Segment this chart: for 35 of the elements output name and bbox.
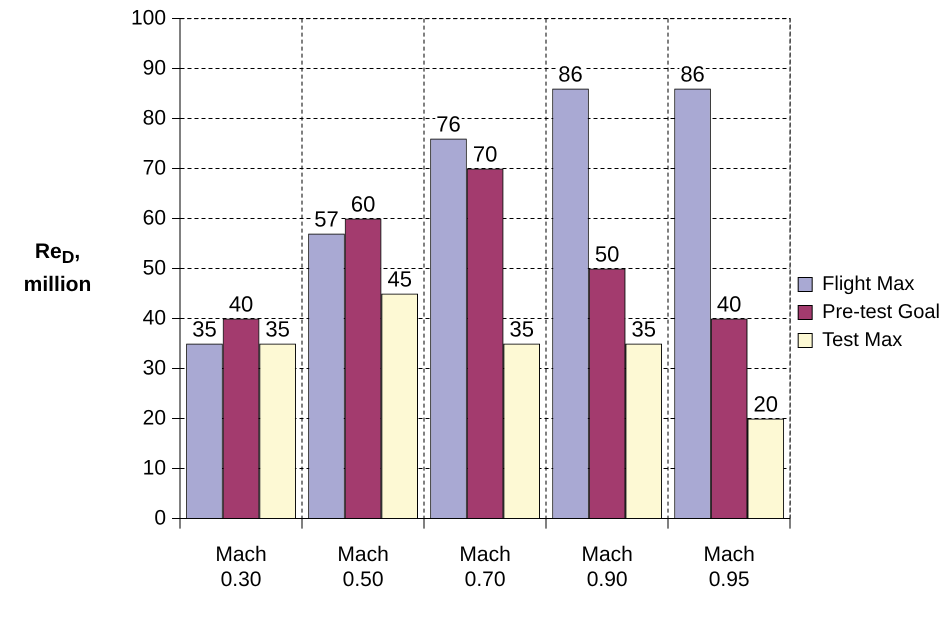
x-tick-label: Mach 0.70	[459, 542, 511, 592]
data-label: 35	[632, 316, 656, 342]
y-tick-label: 20	[142, 406, 166, 430]
y-tick-label: 50	[142, 256, 166, 280]
data-label: 86	[680, 62, 705, 87]
data-label: 70	[472, 142, 498, 167]
data-label: 40	[228, 292, 254, 317]
y-tick-label: 80	[142, 106, 166, 130]
legend-label: Pre-test Goal	[822, 301, 940, 324]
y-tick-label: 30	[142, 356, 166, 380]
x-tick-label: Mach 0.95	[703, 542, 755, 592]
x-tick-label: Mach 0.90	[581, 542, 633, 592]
data-label: 57	[314, 206, 339, 232]
x-tick-label: Mach 0.30	[215, 542, 267, 592]
y-tick-label: 10	[142, 456, 166, 480]
y-tick-label: 70	[142, 156, 166, 180]
data-label: 35	[265, 316, 290, 342]
y-tick-label: 90	[142, 56, 166, 80]
y-tick-label: 60	[142, 206, 166, 230]
data-label: 20	[754, 392, 778, 417]
legend-label: Flight Max	[822, 273, 914, 296]
data-label: 86	[558, 62, 583, 87]
x-tick-label: Mach 0.50	[337, 542, 389, 592]
legend-label: Test Max	[822, 329, 902, 352]
data-label: 76	[436, 112, 461, 137]
data-label: 45	[387, 266, 412, 292]
y-axis-title: Re$_{D}$, million	[22, 239, 92, 298]
y-tick-label: 40	[142, 306, 166, 330]
data-label: 35	[509, 316, 534, 342]
data-label: 50	[594, 242, 620, 267]
data-label: 60	[350, 192, 376, 217]
data-label: 35	[192, 316, 217, 342]
y-tick-label: 100	[130, 6, 166, 30]
y-tick-label: 0	[154, 506, 166, 530]
data-label: 40	[716, 292, 742, 317]
